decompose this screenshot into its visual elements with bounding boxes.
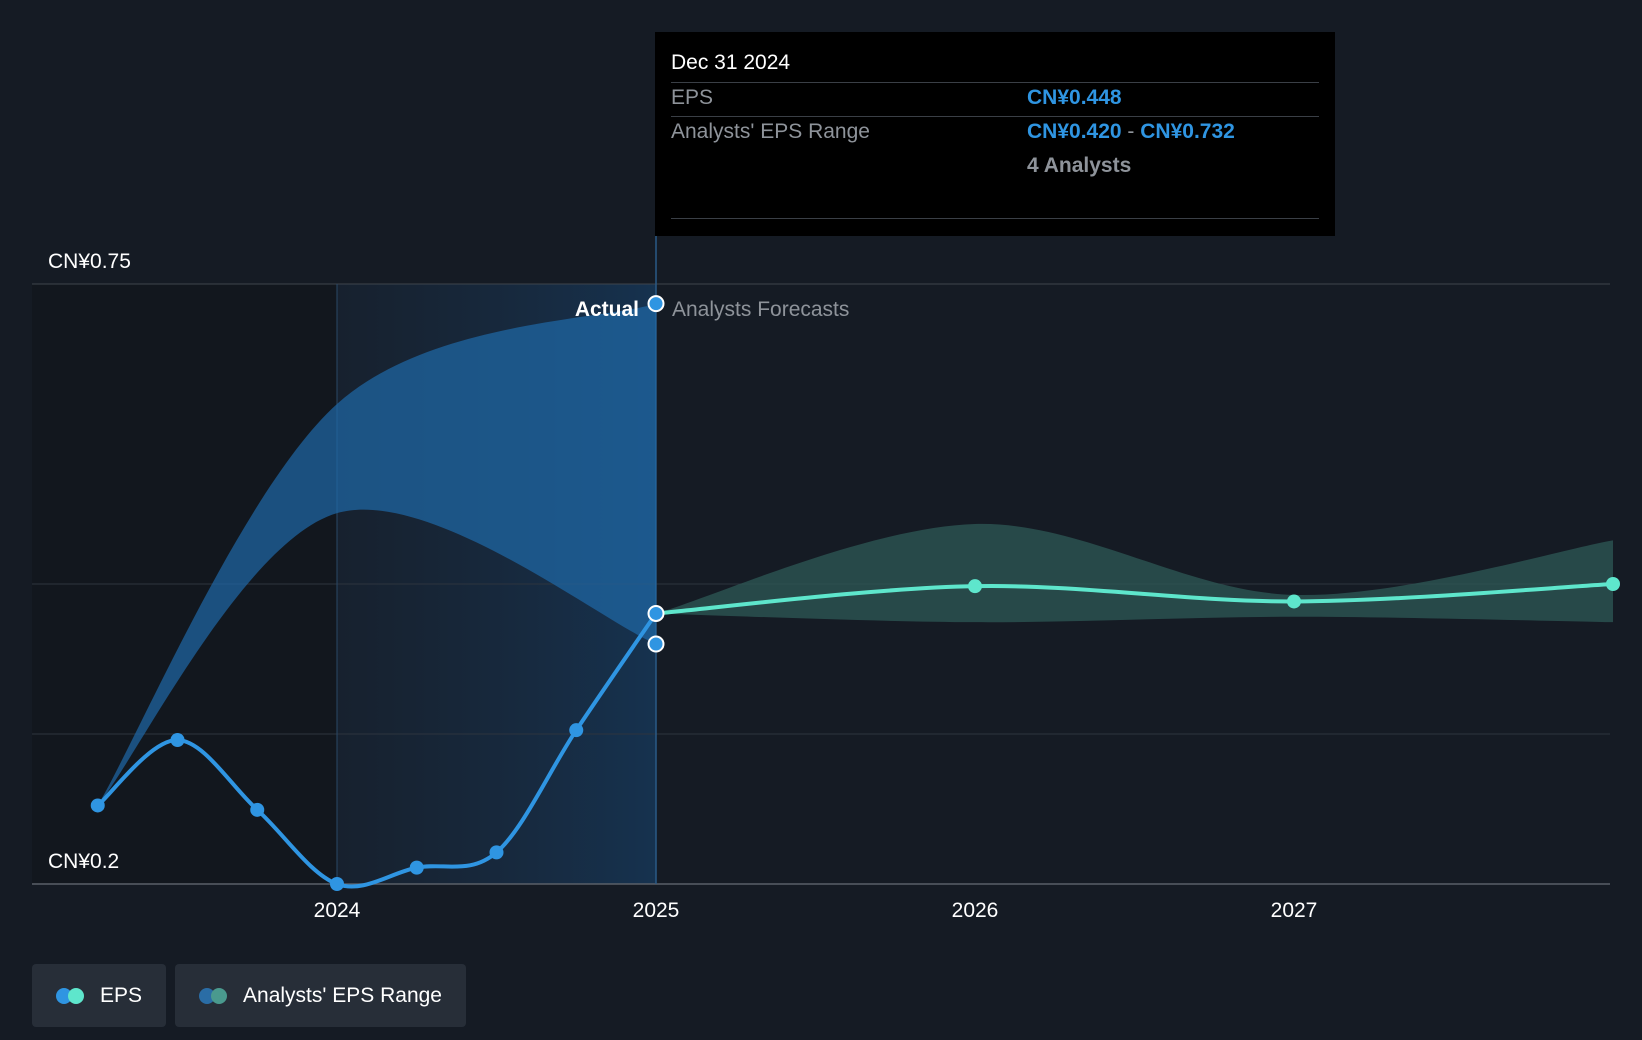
eps-forecast-point bbox=[1606, 577, 1620, 591]
forecast-range-area bbox=[656, 523, 1613, 623]
legend-range-swatch bbox=[199, 987, 229, 1004]
legend-range-label: Analysts' EPS Range bbox=[243, 983, 442, 1007]
tooltip-range-label: Analysts' EPS Range bbox=[671, 120, 870, 143]
eps-forecast-point bbox=[1287, 594, 1301, 609]
highlight-range-high-marker bbox=[647, 295, 665, 313]
tooltip-range-low: CN¥0.420 bbox=[1027, 120, 1122, 143]
highlight-range-low-marker bbox=[647, 635, 665, 653]
legend-item-eps-range[interactable]: Analysts' EPS Range bbox=[175, 964, 466, 1027]
eps-actual-point bbox=[170, 733, 185, 747]
x-axis-tick-label: 2025 bbox=[633, 899, 680, 922]
tooltip-eps-value: CN¥0.448 bbox=[1027, 86, 1122, 109]
actual-region-label: Actual bbox=[575, 298, 639, 321]
tooltip-range-value: CN¥0.420 - CN¥0.732 bbox=[1027, 120, 1235, 144]
tooltip-eps-label: EPS bbox=[671, 86, 714, 109]
y-axis-min-label: CN¥0.2 bbox=[48, 850, 119, 873]
eps-actual-point bbox=[250, 802, 265, 817]
tooltip-divider bbox=[671, 82, 1319, 83]
tooltip-date: Dec 31 2024 bbox=[671, 51, 791, 74]
y-axis-max-label: CN¥0.75 bbox=[48, 250, 131, 273]
tooltip-divider bbox=[671, 116, 1319, 117]
eps-actual-point bbox=[489, 845, 504, 860]
tooltip-analysts-count: 4 Analysts bbox=[1027, 154, 1132, 177]
x-axis-tick-label: 2027 bbox=[1271, 899, 1318, 922]
x-axis-tick-label: 2026 bbox=[952, 899, 999, 922]
tooltip-range-high: CN¥0.732 bbox=[1140, 120, 1235, 143]
legend-eps-swatch bbox=[56, 987, 86, 1004]
forecast-region-label: Analysts Forecasts bbox=[672, 298, 849, 321]
eps-actual-point bbox=[409, 860, 424, 875]
tooltip: Dec 31 2024 EPS CN¥0.448 Analysts' EPS R… bbox=[655, 32, 1335, 236]
tooltip-divider bbox=[671, 218, 1319, 219]
eps-forecast-line bbox=[654, 582, 1615, 616]
eps-actual-point bbox=[569, 723, 584, 738]
eps-forecast-point bbox=[968, 579, 982, 594]
actual-range-area bbox=[97, 303, 656, 806]
tooltip-range-separator: - bbox=[1127, 120, 1135, 143]
legend-eps-label: EPS bbox=[100, 983, 143, 1007]
eps-actual-point bbox=[330, 877, 344, 891]
legend: EPS Analysts' EPS Range bbox=[32, 964, 466, 1027]
highlight-eps-marker bbox=[647, 604, 665, 622]
legend-item-eps[interactable]: EPS bbox=[32, 964, 167, 1027]
x-axis-tick-label: 2024 bbox=[314, 899, 361, 922]
eps-actual-point bbox=[90, 798, 105, 813]
